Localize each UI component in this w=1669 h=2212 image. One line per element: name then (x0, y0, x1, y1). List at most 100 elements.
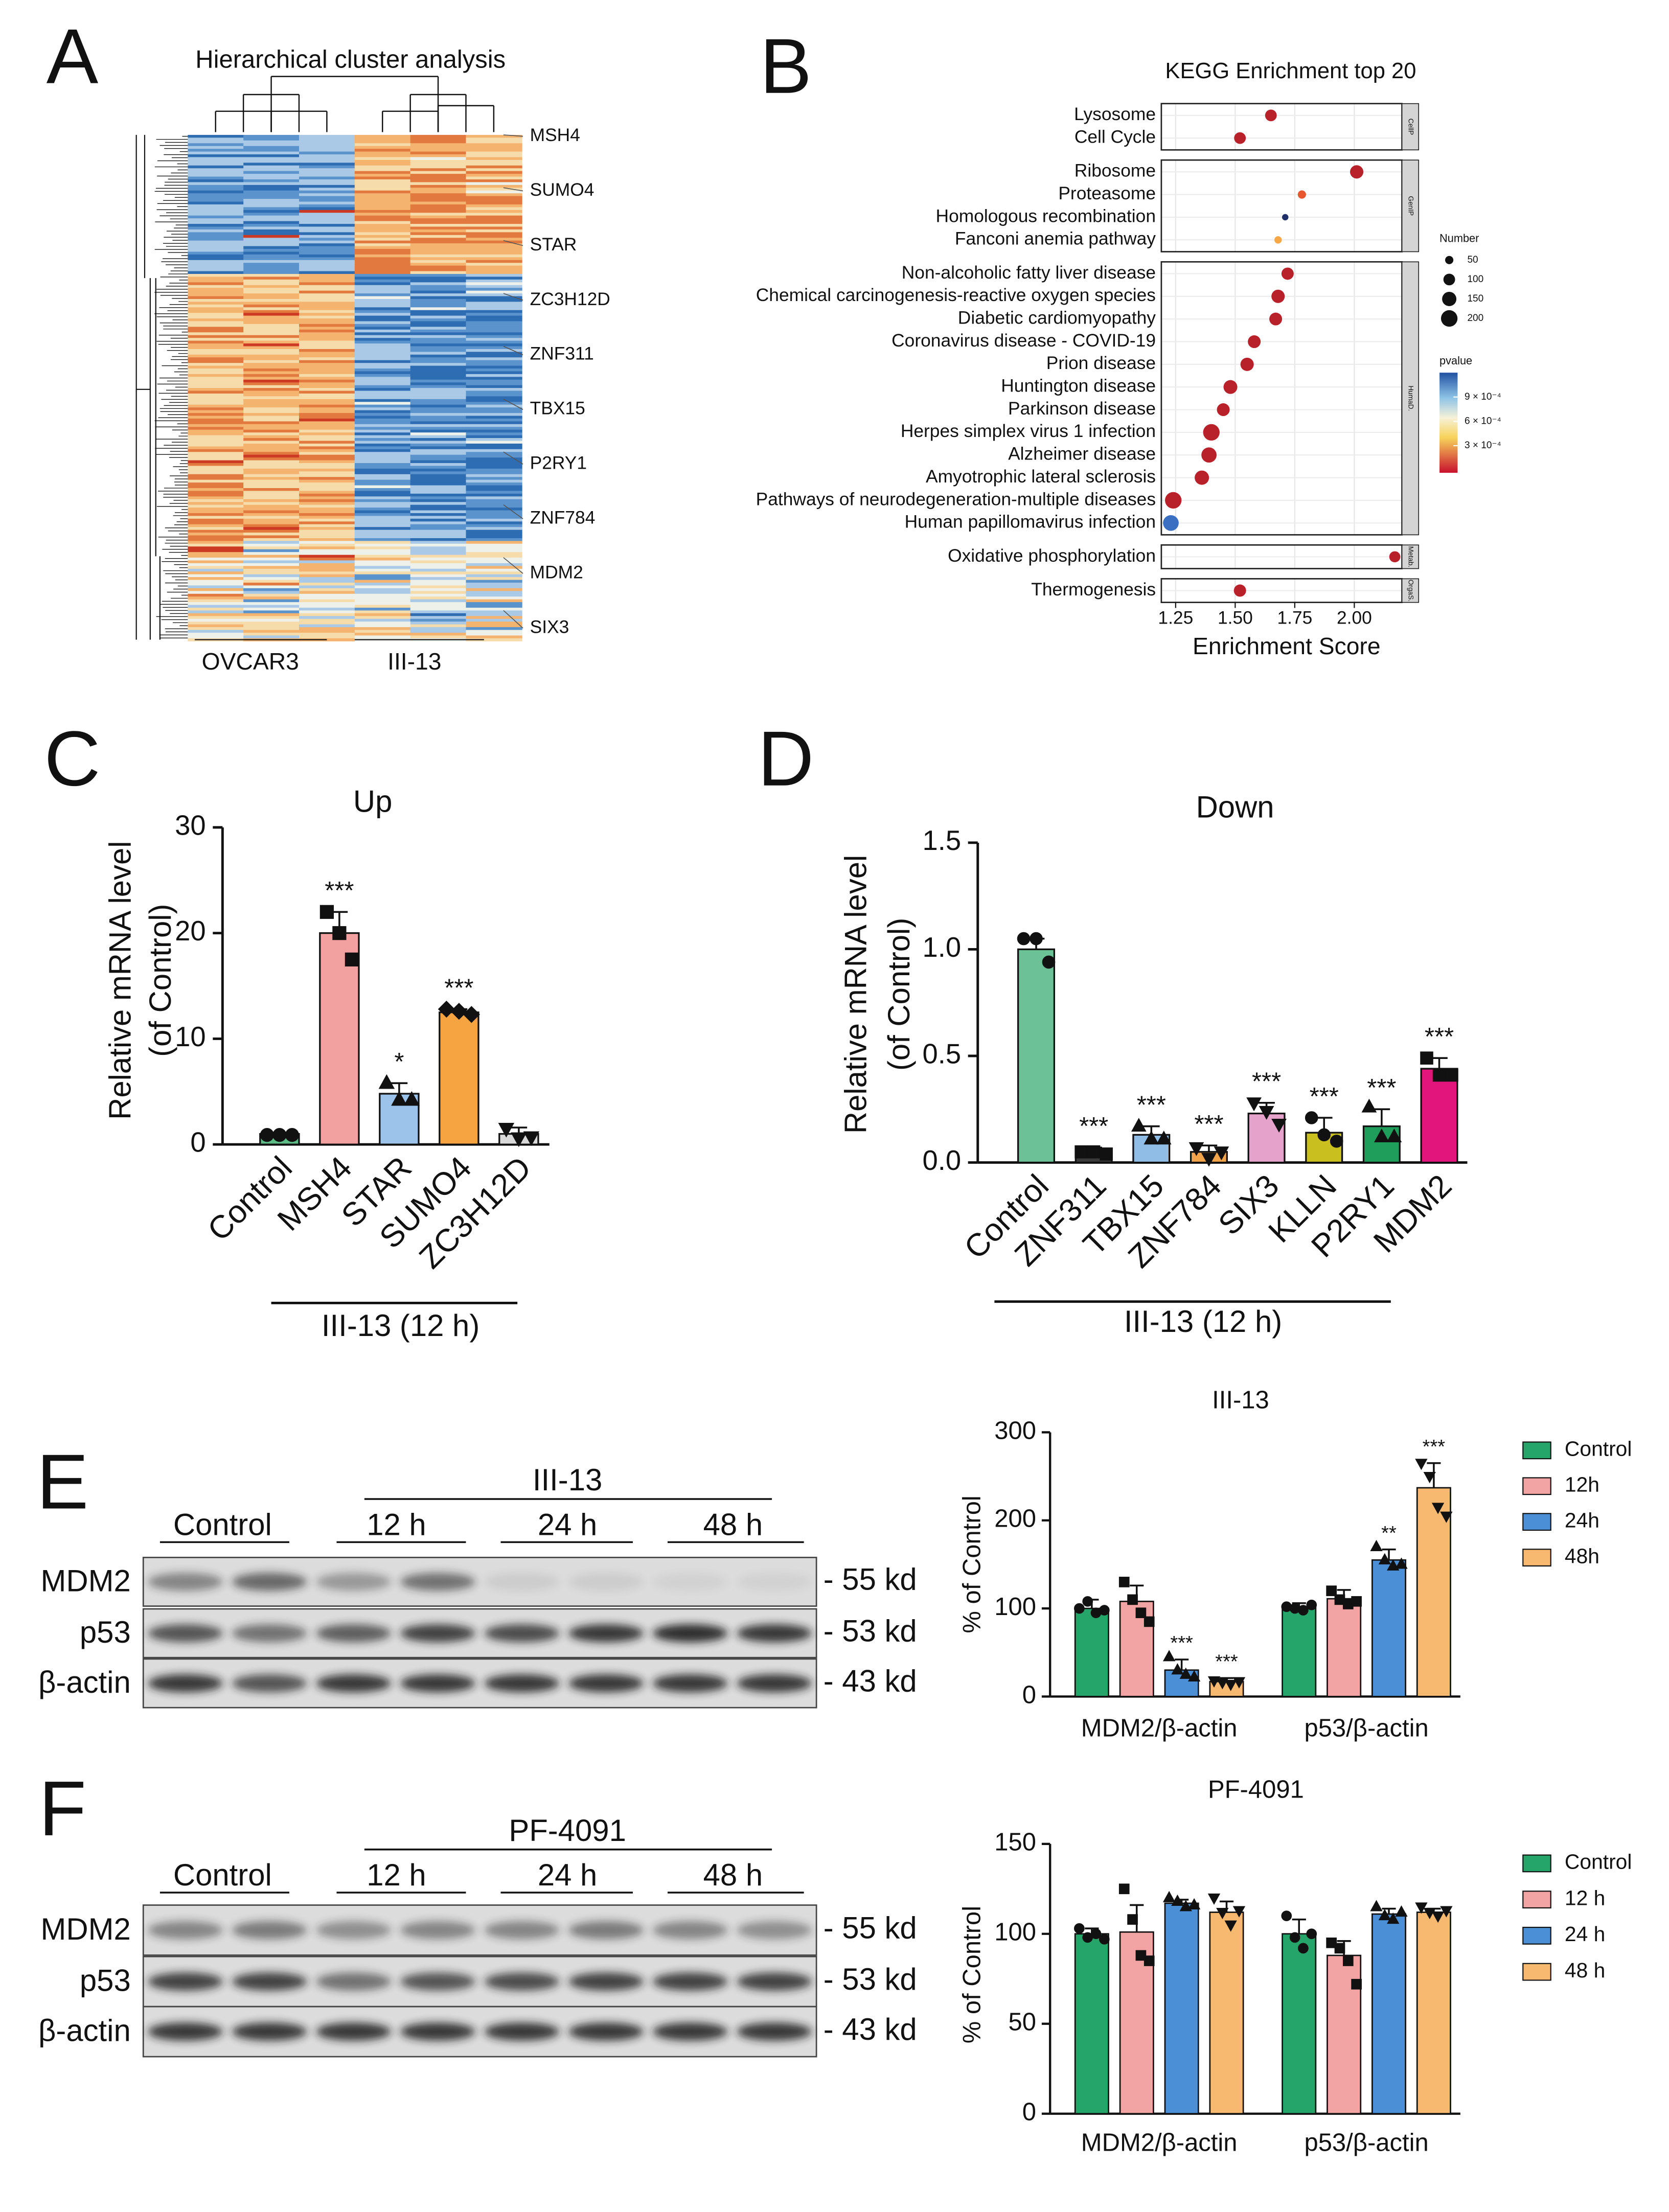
heatmap-cell (466, 298, 522, 302)
heatmap-cell (466, 443, 522, 447)
heatmap-cell (466, 251, 522, 255)
category-label: Herpes simplex virus 1 infection (901, 421, 1156, 441)
blot-band (148, 2022, 223, 2041)
heatmap-cell (299, 188, 356, 191)
heatmap-cell (410, 491, 467, 494)
blot-band (148, 1573, 223, 1591)
heatmap-cell (354, 193, 411, 197)
heatmap-cell (410, 454, 467, 458)
gene-label: STAR (530, 235, 577, 255)
heatmap-cell (299, 393, 356, 397)
heatmap-cell (466, 460, 522, 464)
data-point (1298, 1605, 1309, 1616)
heatmap-cell (410, 224, 467, 227)
heatmap-cell (299, 182, 356, 186)
heatmap-cell (188, 293, 244, 297)
blot-band (737, 1972, 812, 1991)
bar (1164, 1902, 1199, 2114)
heatmap-cell (243, 171, 300, 174)
heatmap-cell (466, 196, 522, 199)
heatmap-cell (299, 502, 356, 505)
heatmap-cell (466, 243, 522, 247)
heatmap-cell (466, 265, 522, 269)
data-point (1162, 1891, 1176, 1902)
heatmap-cell (299, 485, 356, 489)
heatmap-cell (188, 468, 244, 472)
data-point (1030, 932, 1043, 946)
heatmap-cell (466, 324, 522, 327)
heatmap-cell (466, 302, 522, 305)
heatmap-cell (243, 190, 300, 194)
heatmap-cell (466, 176, 522, 180)
heatmap-cell (410, 463, 467, 467)
heatmap-cell (466, 388, 522, 391)
heatmap-cell (466, 546, 522, 550)
heatmap-cell (243, 146, 300, 149)
heatmap-cell (299, 571, 356, 575)
heatmap-cell (188, 285, 244, 288)
heatmap-cell (466, 188, 522, 191)
heatmap-cell (188, 496, 244, 500)
heatmap-cell (410, 327, 467, 330)
heatmap-cell (410, 407, 467, 411)
heatmap-cell (188, 168, 244, 172)
heatmap-cell (243, 516, 300, 519)
heatmap-cell (188, 543, 244, 547)
heatmap-cell (466, 496, 522, 500)
data-point (1431, 1503, 1445, 1514)
heatmap-cell (188, 268, 244, 272)
heatmap-cell (299, 521, 356, 525)
heatmap-cell (188, 332, 244, 336)
heatmap-cell (188, 493, 244, 497)
heatmap-cell (188, 204, 244, 208)
heatmap-cell (299, 474, 356, 477)
bar (1420, 1068, 1458, 1164)
heatmap-cell (354, 149, 411, 152)
heatmap-cell (299, 390, 356, 394)
facet-label: GenIP (1407, 196, 1414, 216)
heatmap-cell (299, 357, 356, 361)
legend-swatch (1522, 1549, 1551, 1566)
heatmap-cell (188, 502, 244, 505)
heatmap-cell (243, 407, 300, 411)
heatmap-cell (188, 477, 244, 480)
heatmap-cell (354, 546, 411, 550)
heatmap-cell (188, 343, 244, 347)
heatmap-cell (188, 338, 244, 341)
heatmap-cell (466, 282, 522, 286)
heatmap-cell (354, 399, 411, 402)
x-tick-label: p53/β-actin (1304, 1715, 1428, 1742)
heatmap-cell (188, 424, 244, 427)
heatmap-cell (466, 580, 522, 583)
data-point (1135, 1950, 1147, 1961)
data-point (1440, 1906, 1453, 1918)
heatmap-cell (243, 438, 300, 442)
heatmap-cell (466, 332, 522, 336)
dot (1274, 236, 1282, 244)
heatmap-cell (410, 240, 467, 244)
data-point (272, 1128, 287, 1142)
heatmap-cell (410, 474, 467, 477)
heatmap-cell (243, 318, 300, 322)
heatmap-cell (466, 474, 522, 477)
heatmap-cell (299, 493, 356, 497)
heatmap-cell (354, 179, 411, 182)
y-tick-label: 100 (994, 1593, 1036, 1621)
data-point (1281, 1601, 1292, 1612)
heatmap-cell (466, 632, 522, 636)
blot-band (148, 1921, 223, 1940)
category-label: Ribosome (1074, 161, 1156, 181)
gene-label: MSH4 (530, 125, 580, 145)
heatmap-cell (410, 149, 467, 152)
data-point (403, 1091, 420, 1106)
heatmap-cell (243, 627, 300, 631)
heatmap-cell (466, 452, 522, 455)
heatmap-cell (354, 627, 411, 631)
heatmap-cell (299, 460, 356, 464)
heatmap-cell (410, 471, 467, 475)
heatmap-cell (243, 452, 300, 455)
heatmap-cell (354, 218, 411, 222)
data-point (1118, 1577, 1130, 1587)
heatmap-cell (188, 563, 244, 566)
heatmap-cell (299, 563, 356, 566)
